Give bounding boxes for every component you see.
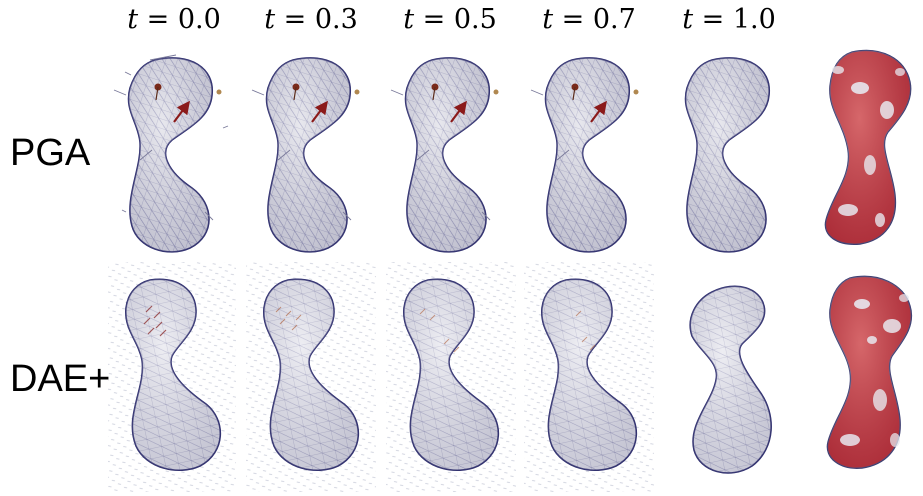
pga-shape-t2 (390, 57, 499, 253)
dae-row (108, 262, 913, 492)
col-header-t2: t = 0.5 (403, 3, 497, 35)
row-label-pga: PGA (10, 132, 91, 174)
pga-shape-t3 (530, 57, 639, 253)
pga-shape-t0 (113, 54, 229, 253)
col-header-t3: t = 0.7 (542, 3, 636, 35)
dae-error-map (826, 275, 913, 469)
pga-shape-t1 (251, 57, 360, 253)
col-header-t0: t = 0.0 (127, 3, 221, 35)
pga-shape-t4 (684, 57, 770, 253)
dae-shape-t2 (386, 262, 516, 492)
dae-shape-t3 (524, 262, 654, 492)
pga-row (113, 49, 912, 253)
dae-shape-t1 (246, 262, 376, 492)
col-header-t1: t = 0.3 (264, 3, 358, 35)
dae-shape-t4 (689, 285, 772, 474)
row-label-dae: DAE+ (10, 358, 111, 400)
dae-shape-t0 (108, 262, 236, 492)
col-header-t4: t = 1.0 (682, 3, 776, 35)
pga-error-map (824, 49, 912, 245)
